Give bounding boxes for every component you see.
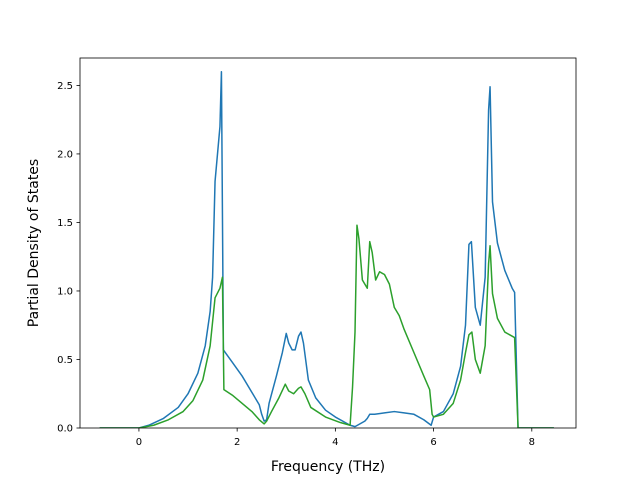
x-axis: 0 2 4 6 8 [136, 428, 535, 448]
y-tick-label: 0.0 [57, 424, 73, 435]
x-tick-label: 0 [136, 437, 142, 448]
x-axis-label: Frequency (THz) [271, 459, 385, 475]
series-layer [99, 70, 554, 428]
x-tick-label: 2 [234, 437, 240, 448]
x-tick-label: 6 [430, 437, 436, 448]
x-tick-label: 4 [332, 437, 338, 448]
y-tick-label: 2.0 [57, 149, 73, 160]
y-axis-label: Partial Density of States [26, 159, 42, 327]
y-tick-label: 2.5 [57, 81, 73, 92]
x-tick-label: 8 [529, 437, 535, 448]
y-axis: 0.0 0.5 1.0 1.5 2.0 2.5 [57, 81, 80, 435]
plot-frame [79, 57, 577, 429]
y-tick-label: 1.5 [57, 218, 73, 229]
y-tick-label: 0.5 [57, 355, 73, 366]
series-line-2 [99, 224, 554, 428]
y-tick-label: 1.0 [57, 286, 73, 297]
series-line-1 [99, 70, 554, 428]
